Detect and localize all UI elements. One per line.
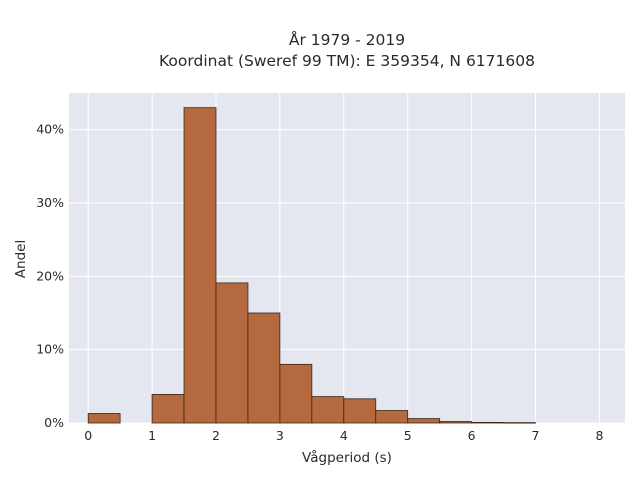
chart-title-line-1: År 1979 - 2019 xyxy=(289,30,405,49)
histogram-bar-7 xyxy=(311,396,345,424)
histogram-bar-6 xyxy=(279,363,313,424)
histogram-bar-9 xyxy=(375,410,409,424)
histogram-bar-3 xyxy=(183,107,217,424)
x-tick-label-4: 4 xyxy=(340,428,348,443)
histogram-bar-5 xyxy=(247,312,281,424)
y-axis-ticks: 0% 10% 20% 30% 40% xyxy=(36,122,64,430)
histogram-bars xyxy=(87,107,536,424)
histogram-bar-10 xyxy=(407,418,441,424)
histogram-bar-13 xyxy=(503,422,536,424)
x-axis-ticks: 0 1 2 3 4 5 6 7 8 xyxy=(84,428,603,443)
y-tick-label-3: 30% xyxy=(36,195,64,210)
x-tick-label-7: 7 xyxy=(532,428,540,443)
histogram-bar-0 xyxy=(87,413,121,424)
histogram-bar-4 xyxy=(215,282,249,424)
x-tick-label-1: 1 xyxy=(148,428,156,443)
histogram-bar-2 xyxy=(151,393,185,424)
histogram-bar-12 xyxy=(471,422,504,424)
x-tick-label-0: 0 xyxy=(84,428,92,443)
x-tick-label-5: 5 xyxy=(404,428,412,443)
plot-background xyxy=(69,93,625,423)
y-tick-label-1: 10% xyxy=(36,342,64,357)
y-tick-label-0: 0% xyxy=(44,415,64,430)
chart-title-line-2: Koordinat (Sweref 99 TM): E 359354, N 61… xyxy=(159,52,535,70)
x-tick-label-6: 6 xyxy=(468,428,476,443)
histogram-bar-11 xyxy=(439,421,473,424)
histogram-bar-8 xyxy=(343,398,377,424)
y-tick-label-4: 40% xyxy=(36,122,64,137)
x-axis-label: Vågperiod (s) xyxy=(302,449,392,466)
x-tick-label-2: 2 xyxy=(212,428,220,443)
y-axis-label: Andel xyxy=(13,240,29,278)
x-tick-label-8: 8 xyxy=(595,428,603,443)
x-tick-label-3: 3 xyxy=(276,428,284,443)
y-tick-label-2: 20% xyxy=(36,268,64,283)
